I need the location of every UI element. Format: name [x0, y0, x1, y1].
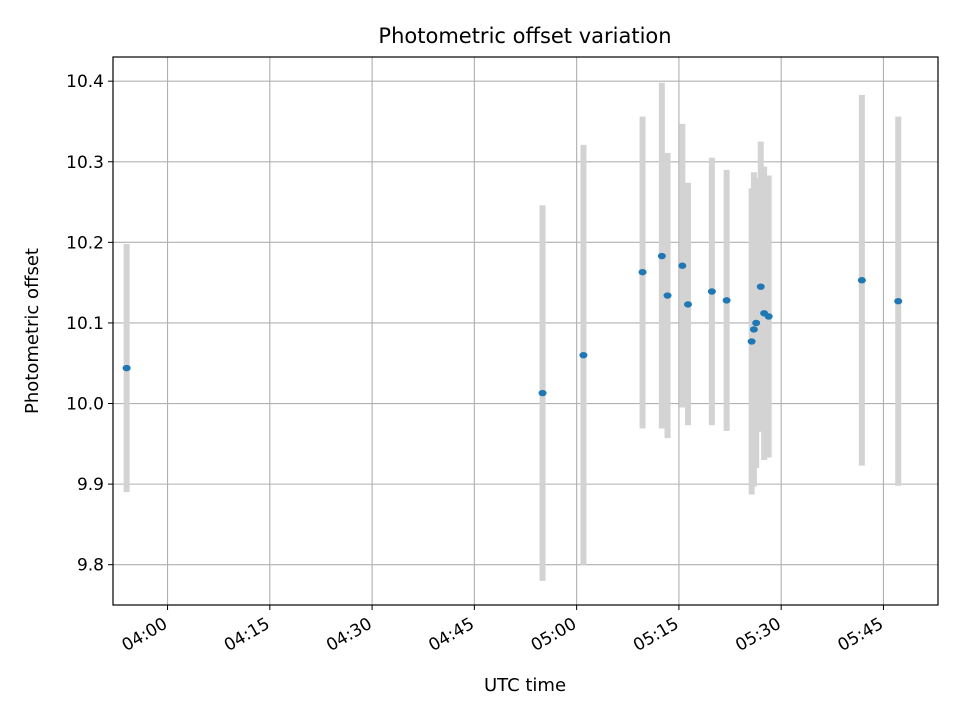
data-point [707, 288, 716, 295]
data-point [638, 268, 647, 276]
data-point [657, 252, 666, 260]
data-point [749, 326, 758, 333]
y-tick-label: 10.4 [66, 72, 104, 92]
y-tick-label: 10.3 [66, 153, 104, 173]
data-point [663, 292, 672, 299]
y-tick-label: 9.8 [77, 556, 104, 576]
x-tick-label: 05:00 [528, 614, 580, 656]
y-axis: 9.8 9.9 10.0 10.1 10.2 10.3 10.4 [66, 72, 113, 576]
plot-frame [112, 56, 939, 606]
data-point [538, 389, 547, 397]
x-axis-label: UTC time [484, 675, 566, 696]
grid [113, 57, 938, 605]
data-point [122, 364, 131, 372]
x-tick-label: 05:15 [630, 614, 682, 656]
data-point [684, 301, 692, 308]
chart-title: Photometric offset variation [378, 24, 671, 48]
y-axis-label: Photometric offset [22, 248, 43, 414]
data-point [579, 351, 588, 359]
y-tick-label: 10.0 [66, 395, 104, 415]
x-tick-label: 04:00 [119, 614, 171, 656]
data-point [857, 277, 866, 284]
data-point [678, 262, 687, 269]
error-bars [123, 82, 902, 581]
x-tick-label: 04:15 [221, 614, 273, 656]
data-point [752, 319, 761, 327]
data-point [756, 283, 765, 290]
data-point [722, 297, 731, 304]
data-point [747, 338, 756, 345]
data-point [894, 297, 903, 305]
y-tick-label: 9.9 [77, 475, 104, 495]
x-tick-label: 05:45 [835, 614, 887, 656]
x-tick-label: 04:30 [323, 614, 375, 656]
y-tick-label: 10.1 [66, 314, 104, 334]
x-tick-label: 04:45 [425, 614, 477, 656]
data-points [122, 252, 903, 397]
data-point [764, 313, 773, 320]
x-tick-label: 05:30 [732, 614, 784, 656]
y-tick-label: 10.2 [66, 233, 104, 253]
x-axis: 04:00 04:15 04:30 04:45 05:00 05:15 05:30 05:45 [119, 605, 887, 656]
